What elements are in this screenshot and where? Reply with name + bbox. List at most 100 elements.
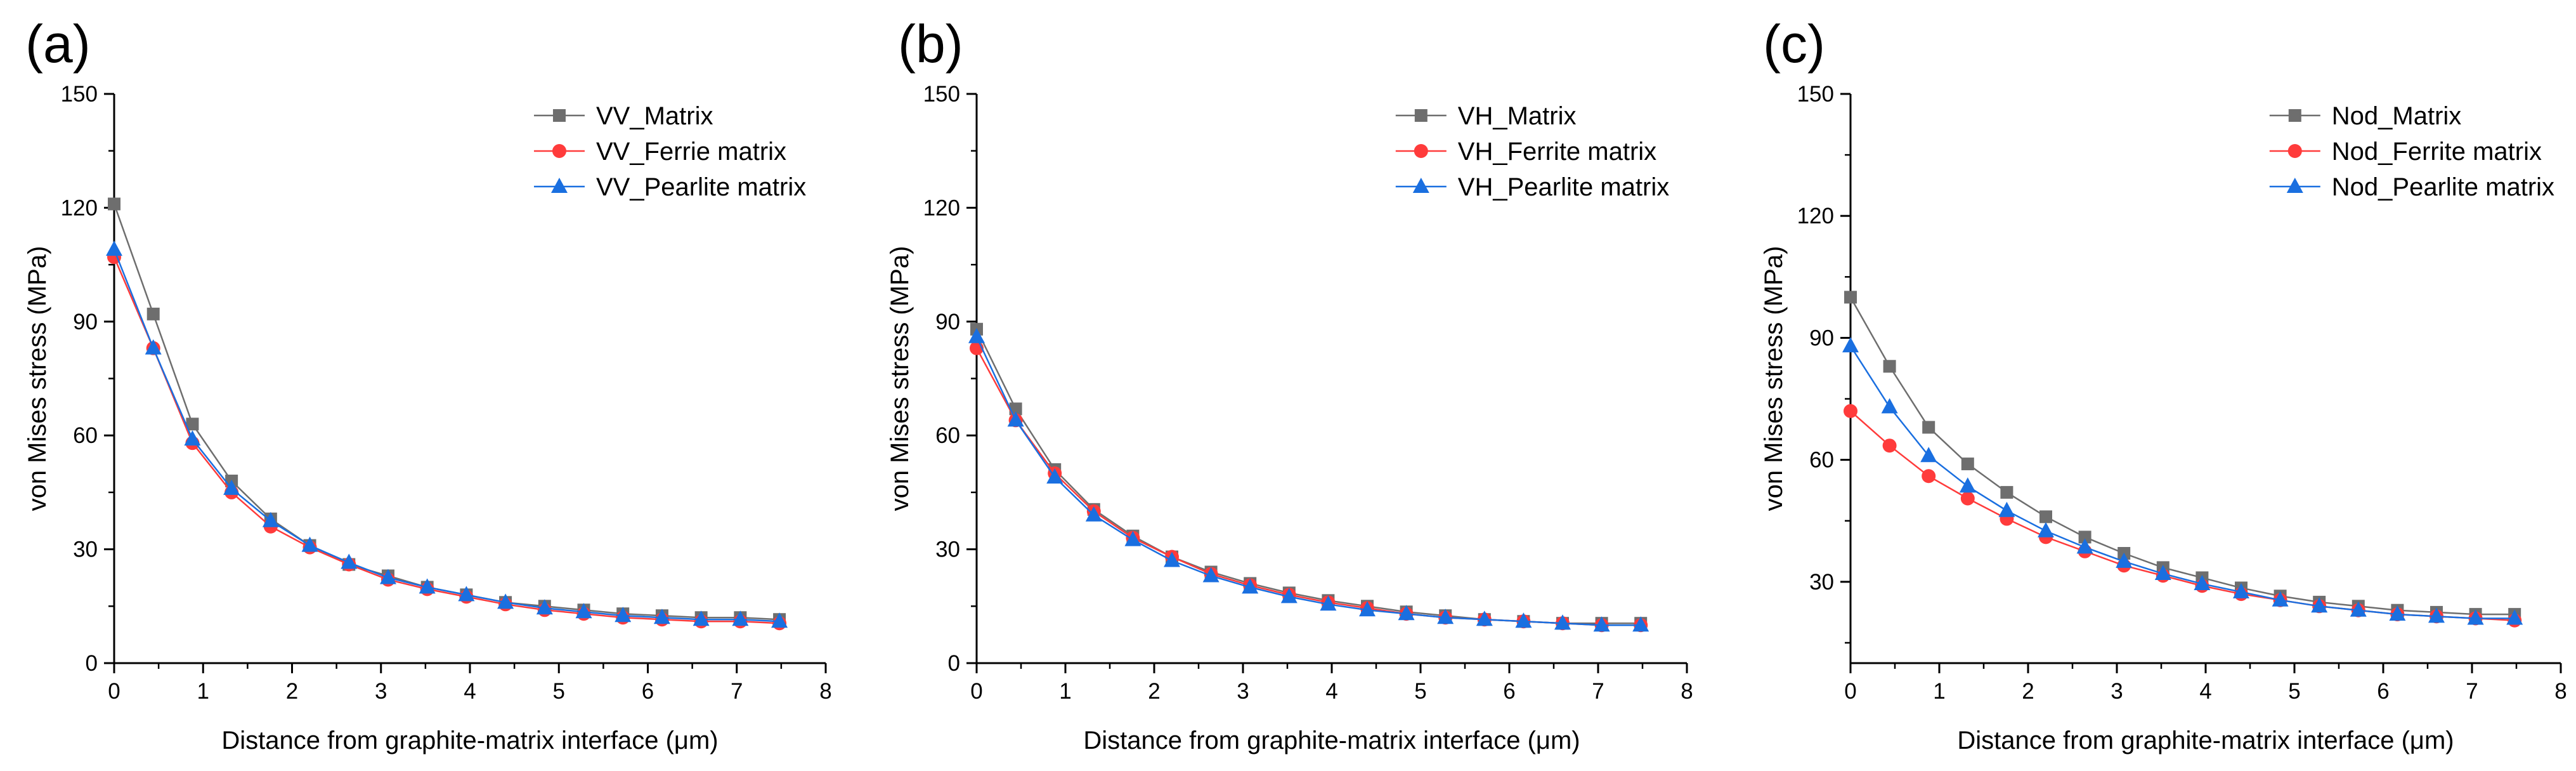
x-tick-label: 2 (286, 679, 298, 704)
x-axis-title: Distance from graphite-matrix interface … (1957, 727, 2454, 755)
data-point (1242, 578, 1259, 594)
y-tick-label: 0 (948, 651, 960, 676)
data-point (2233, 583, 2249, 598)
data-point (615, 607, 632, 623)
legend-label: VV_Matrix (596, 102, 713, 130)
series-matrix (108, 197, 786, 626)
data-point (1593, 616, 1610, 632)
data-point (2506, 609, 2523, 625)
data-point (771, 612, 788, 628)
y-tick-label: 150 (923, 82, 960, 107)
data-point (497, 593, 514, 609)
series-pearlite (968, 327, 1649, 632)
data-point (1844, 404, 1857, 418)
data-point (2194, 575, 2211, 591)
y-tick-label: 30 (1809, 570, 1834, 595)
legend-item: Nod_Pearlite matrix (2269, 173, 2554, 201)
data-point (2039, 510, 2052, 524)
data-point (732, 610, 749, 626)
data-point (1844, 291, 1857, 304)
data-point (1842, 337, 1859, 353)
legend-label: VH_Pearlite matrix (1458, 173, 1669, 201)
legend-marker (2286, 178, 2303, 193)
panel-label: (a) (25, 14, 91, 74)
data-point (1124, 530, 1142, 546)
data-point (2038, 522, 2054, 537)
data-point (1960, 491, 1975, 506)
data-point (1922, 421, 1935, 434)
data-point (262, 511, 279, 527)
legend-item: VV_Ferrie matrix (533, 138, 786, 166)
data-point (2311, 597, 2328, 613)
data-point (419, 578, 436, 594)
series-line (975, 336, 1641, 626)
data-point (1320, 595, 1337, 611)
x-tick-label: 5 (1414, 679, 1426, 704)
legend-item: VH_Ferrite matrix (1395, 138, 1656, 166)
y-tick-label: 0 (86, 651, 98, 676)
x-tick-label: 1 (1933, 679, 1945, 704)
legend-label: VV_Pearlite matrix (596, 173, 806, 201)
legend-item: VH_Pearlite matrix (1395, 173, 1669, 201)
data-point (2078, 530, 2091, 544)
legend-marker (552, 144, 566, 158)
data-point (1515, 612, 1532, 628)
y-tick-label: 30 (935, 537, 960, 562)
y-tick-label: 60 (1809, 448, 1834, 473)
data-point (1398, 605, 1415, 621)
data-point (1437, 609, 1454, 624)
legend-label: VH_Matrix (1458, 102, 1577, 130)
y-tick-label: 120 (1797, 204, 1834, 228)
y-axis-title: von Mises stress (MPa) (1760, 246, 1788, 511)
series-line (113, 204, 780, 621)
data-point (341, 553, 358, 569)
series-ferrite (1844, 404, 2522, 628)
legend-item: VV_Pearlite matrix (533, 173, 806, 201)
data-point (108, 197, 120, 211)
data-point (2428, 607, 2445, 623)
panel-label: (c) (1763, 14, 1825, 74)
x-tick-label: 7 (1592, 679, 1604, 704)
data-point (458, 586, 475, 602)
series-line (1849, 296, 2515, 616)
y-tick-label: 90 (1809, 326, 1834, 350)
data-point (379, 569, 396, 584)
y-tick-label: 30 (73, 537, 98, 562)
data-point (1046, 468, 1064, 484)
x-tick-label: 4 (2199, 679, 2211, 704)
data-point (2154, 565, 2171, 581)
x-tick-label: 5 (553, 679, 565, 704)
legend-marker (1414, 144, 1428, 158)
y-axis-title: von Mises stress (MPa) (886, 246, 914, 511)
data-point (186, 418, 199, 431)
x-tick-label: 3 (1237, 679, 1249, 704)
x-tick-label: 0 (1844, 679, 1856, 704)
series-ferrite (107, 250, 787, 631)
legend-item: Nod_Matrix (2269, 102, 2462, 130)
y-tick-label: 150 (61, 82, 98, 107)
x-tick-label: 8 (1681, 679, 1693, 704)
legend-label: Nod_Matrix (2332, 102, 2462, 130)
legend-label: VH_Ferrite matrix (1458, 138, 1656, 166)
series-pearlite (106, 241, 788, 628)
data-point (693, 610, 710, 626)
y-tick-label: 60 (73, 423, 98, 448)
x-tick-label: 7 (731, 679, 743, 704)
x-tick-label: 0 (108, 679, 120, 704)
x-tick-label: 2 (2022, 679, 2034, 704)
data-point (1881, 398, 1898, 414)
legend-label: Nod_Pearlite matrix (2332, 173, 2554, 201)
data-point (1882, 438, 1897, 453)
y-tick-label: 90 (73, 310, 98, 334)
chart-panel-c: (c) 0 1 2 3 4 5 6 7 8 30 60 90 120 150 Distance from gr… (1760, 14, 2567, 755)
data-point (1476, 610, 1493, 626)
x-tick-label: 8 (819, 679, 831, 704)
series-line (1850, 410, 2515, 621)
x-tick-label: 6 (642, 679, 654, 704)
legend-marker (550, 178, 568, 193)
data-point (575, 603, 592, 619)
x-tick-label: 3 (375, 679, 387, 704)
series-line (975, 348, 1641, 626)
legend-marker (552, 109, 566, 122)
